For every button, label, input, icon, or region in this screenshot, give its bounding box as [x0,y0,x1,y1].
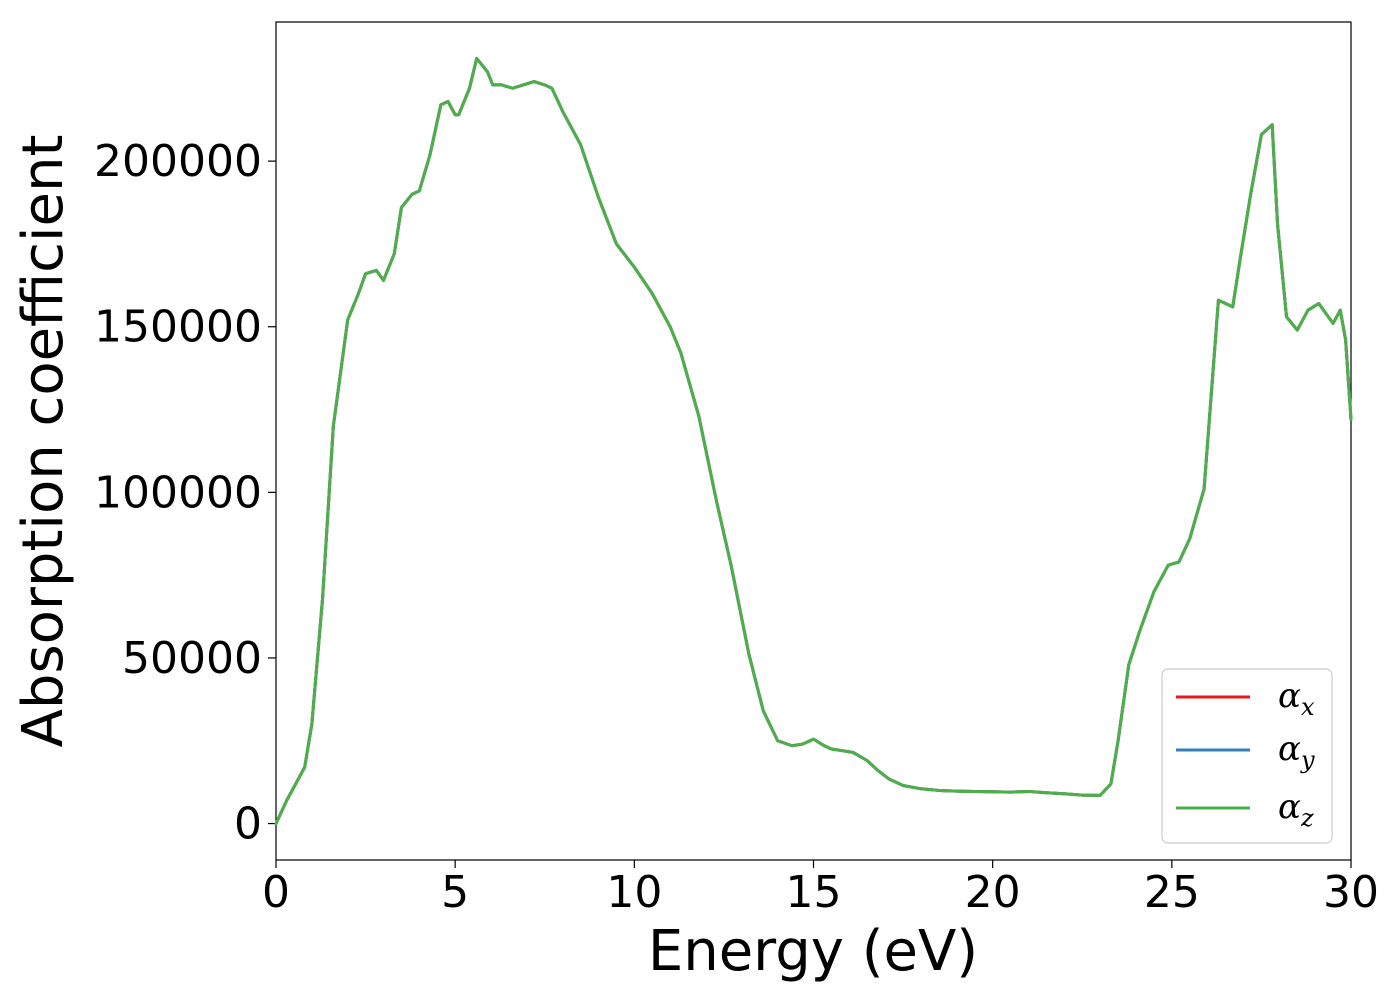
legend-entries: αx αy αz [1176,676,1315,832]
legend: αx αy αz [1161,668,1333,844]
series-lines [274,56,1353,826]
y-tick-label: 50000 [122,633,262,684]
legend-label-x: αx [1278,676,1315,721]
x-tick-label: 5 [441,867,469,918]
legend-label-y: αy [1278,729,1315,774]
x-axis-title: Energy (eV) [648,919,978,984]
y-tick-label: 0 [234,799,262,850]
series-line-z [274,56,1353,826]
x-tick-label: 20 [965,867,1021,918]
y-axis-title: Absorption coefficient [11,135,76,748]
x-tick-label: 30 [1323,867,1379,918]
x-axis-ticks: 0 5 10 15 20 25 30 [262,860,1379,918]
legend-box [1161,668,1333,844]
x-tick-label: 25 [1144,867,1200,918]
x-tick-label: 0 [262,867,290,918]
y-tick-label: 100000 [94,467,262,518]
x-tick-label: 10 [606,867,662,918]
y-tick-label: 200000 [94,136,262,187]
x-tick-label: 15 [786,867,842,918]
y-tick-label: 150000 [94,302,262,353]
legend-label-z: αz [1278,787,1314,832]
y-axis-ticks: 0 50000 100000 150000 200000 [94,136,276,850]
